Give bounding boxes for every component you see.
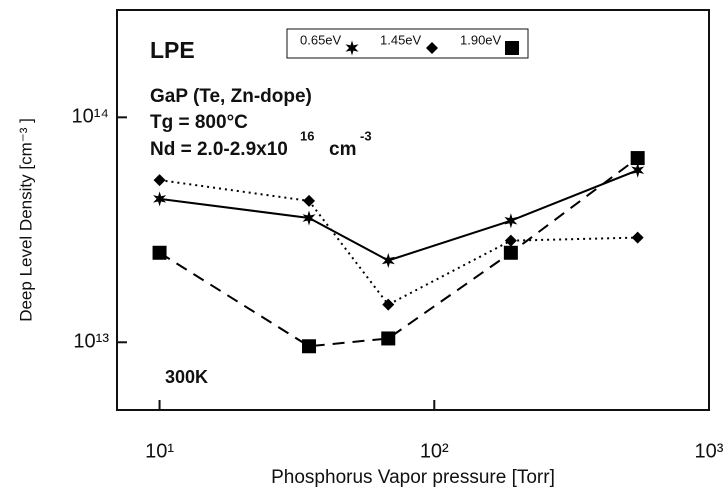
- marker: [302, 210, 316, 226]
- y-axis-label: Deep Level Density [cm⁻³ ]: [16, 118, 35, 322]
- legend-marker: [345, 40, 359, 56]
- y-tick-label: 10¹³: [73, 331, 109, 353]
- x-tick-label: 10³: [695, 440, 724, 462]
- annotation: LPE: [150, 37, 195, 63]
- marker: [504, 234, 517, 247]
- marker: [504, 213, 518, 229]
- annotation: 300K: [165, 367, 208, 387]
- legend-label: 1.90eV: [460, 32, 502, 47]
- series-line: [159, 157, 639, 348]
- marker: [630, 151, 645, 166]
- series-line: [159, 179, 638, 306]
- legend-label: 1.45eV: [380, 32, 422, 47]
- marker: [631, 162, 645, 178]
- legend-label: 0.65eV: [300, 32, 342, 47]
- annotation-sup: -3: [360, 128, 372, 143]
- marker: [381, 253, 395, 268]
- marker: [153, 174, 166, 187]
- legend-box: [286, 28, 529, 59]
- marker: [303, 194, 316, 207]
- marker: [503, 245, 518, 260]
- x-tick-label: 10¹: [145, 440, 174, 462]
- marker: [631, 231, 644, 244]
- legend-marker: [505, 41, 519, 55]
- x-axis-label: Phosphorus Vapor pressure [Torr]: [271, 467, 555, 488]
- annotation: Nd = 2.0-2.9x10: [150, 139, 288, 160]
- marker: [382, 298, 395, 311]
- marker: [381, 331, 396, 346]
- annotation: cm: [329, 139, 356, 160]
- y-tick-label: 10¹⁴: [72, 106, 110, 128]
- legend-marker: [426, 42, 438, 54]
- marker: [153, 191, 167, 207]
- annotation: Tg = 800°C: [150, 112, 248, 133]
- annotation-sup: 16: [300, 128, 314, 143]
- series-line: [159, 169, 639, 262]
- x-tick-label: 10²: [420, 440, 449, 462]
- plot-frame: [116, 9, 710, 411]
- annotation: GaP (Te, Zn-dope): [150, 86, 312, 107]
- marker: [152, 245, 167, 260]
- marker: [302, 339, 317, 354]
